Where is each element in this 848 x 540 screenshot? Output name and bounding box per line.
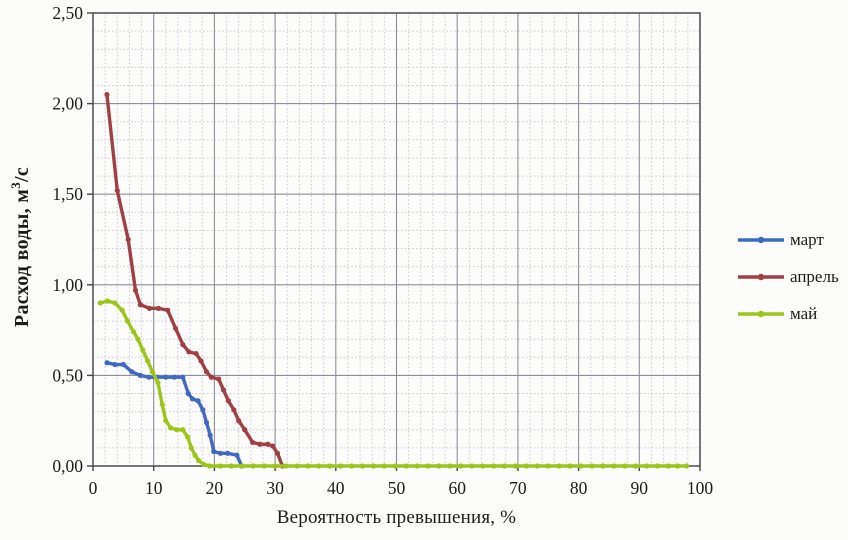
x-tick-label: 90 <box>631 478 649 498</box>
series-markers-март <box>104 360 245 469</box>
series-line-май <box>98 299 689 468</box>
series-markers-май <box>97 298 690 469</box>
legend-item-март: март <box>737 221 839 258</box>
series-май <box>97 298 690 469</box>
y-tick-label: 0,00 <box>52 456 83 476</box>
legend-label-май: май <box>790 304 818 323</box>
y-axis-title-units: /с <box>10 166 33 182</box>
series-март <box>104 360 245 469</box>
x-axis-ticks: 0 10 20 30 40 50 60 70 80 90 100 <box>89 466 714 498</box>
x-tick-label: 40 <box>327 478 345 498</box>
x-tick-label: 30 <box>266 478 284 498</box>
series-line-апрель <box>105 92 285 468</box>
y-axis-title-text: Расход воды, м <box>10 188 33 328</box>
legend-key-icon <box>738 310 784 317</box>
x-tick-label: 50 <box>388 478 406 498</box>
y-tick-label: 1,00 <box>52 275 83 295</box>
legend-item-апрель: апрель <box>737 258 839 295</box>
x-tick-label: 80 <box>570 478 588 498</box>
y-tick-label: 2,50 <box>52 3 83 23</box>
legend-key-icon <box>738 273 784 280</box>
grid-minor <box>93 13 700 466</box>
x-tick-label: 100 <box>687 478 714 498</box>
x-tick-label: 70 <box>509 478 527 498</box>
x-tick-label: 20 <box>206 478 224 498</box>
y-tick-label: 1,50 <box>52 184 83 204</box>
legend: март апрель май <box>737 221 839 332</box>
x-axis-title: Вероятность превышения, % <box>276 507 517 528</box>
legend-item-май: май <box>737 295 839 332</box>
legend-label-март: март <box>790 230 824 249</box>
x-tick-label: 10 <box>145 478 163 498</box>
grid-major <box>93 13 700 466</box>
x-tick-label: 60 <box>448 478 466 498</box>
y-axis-title-superscript: 3 <box>8 181 24 189</box>
x-tick-label: 0 <box>89 478 98 498</box>
y-tick-label: 0,50 <box>52 365 83 385</box>
legend-label-апрель: апрель <box>790 267 839 286</box>
y-axis-title: Расход воды, м3/с <box>8 167 34 327</box>
legend-key-icon <box>738 236 784 243</box>
y-tick-label: 2,00 <box>52 94 83 114</box>
y-axis-ticks: 0,00 0,50 1,00 1,50 2,00 2,50 <box>52 3 93 476</box>
